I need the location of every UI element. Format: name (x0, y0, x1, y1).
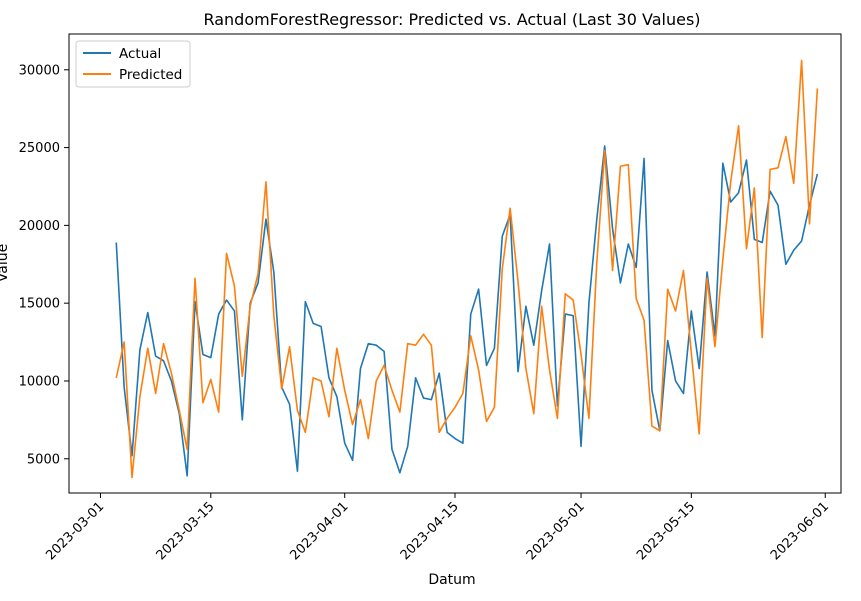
y-axis: 5000 10000 15000 20000 25000 30000 (19, 63, 69, 467)
x-tick-label: 2023-03-01 (43, 499, 107, 563)
legend: Actual Predicted (75, 40, 191, 88)
x-tick-label: 2023-06-01 (768, 499, 832, 563)
legend-label: Predicted (119, 67, 182, 83)
x-tick-label: 2023-05-15 (634, 499, 698, 563)
y-axis-label: Value (0, 244, 11, 282)
y-tick-label: 20000 (19, 219, 60, 234)
x-tick-label: 2023-05-01 (524, 499, 588, 563)
x-axis: 2023-03-01 2023-03-15 2023-04-01 2023-04-15… (43, 493, 832, 563)
series-line-predicted (115, 59, 819, 479)
plot-area (115, 59, 819, 479)
y-tick-label: 10000 (19, 374, 60, 389)
plot-frame (68, 33, 842, 494)
y-tick-label: 25000 (19, 141, 60, 156)
y-tick-label: 15000 (19, 297, 60, 312)
chart-title: RandomForestRegressor: Predicted vs. Act… (203, 10, 700, 29)
x-tick-label: 2023-03-15 (154, 499, 218, 563)
series-line-actual (115, 145, 819, 477)
y-tick-label: 30000 (19, 63, 60, 78)
y-tick-label: 5000 (27, 452, 60, 467)
x-axis-label: Datum (428, 572, 475, 588)
x-tick-label: 2023-04-01 (288, 499, 352, 563)
legend-label: Actual (119, 46, 161, 62)
x-tick-label: 2023-04-15 (398, 499, 462, 563)
